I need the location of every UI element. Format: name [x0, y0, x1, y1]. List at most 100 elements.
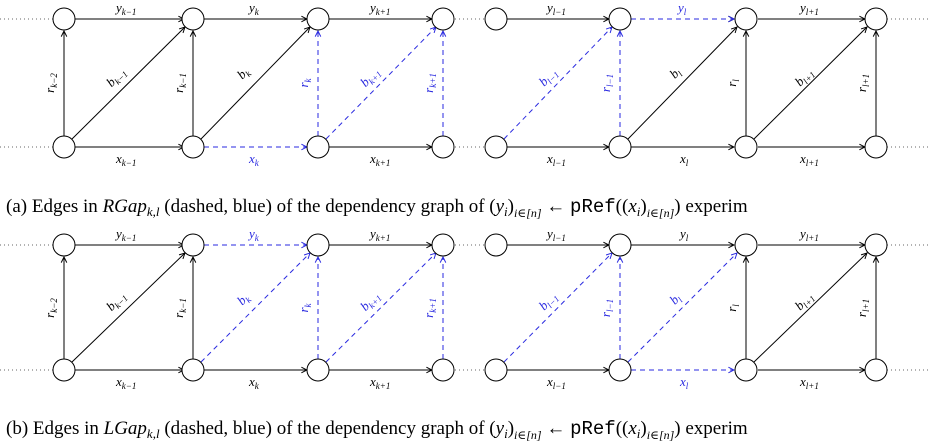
label-x-km1: xk−1 — [115, 374, 136, 391]
node — [431, 135, 455, 159]
label-r-km2: rk−2 — [42, 73, 59, 93]
label-y-km1: yk−1 — [114, 0, 136, 17]
label-y-lm1: yl−1 — [545, 0, 566, 17]
node — [306, 7, 330, 31]
label-x-k: xk — [248, 374, 260, 391]
node — [484, 7, 508, 31]
node — [52, 135, 76, 159]
node — [431, 233, 455, 257]
label-r-km1: rk−1 — [171, 298, 188, 318]
label-r-km1: rk−1 — [171, 73, 188, 93]
node — [181, 358, 205, 382]
caption-b: (b) Edges in LGapk,l (dashed, blue) of t… — [6, 418, 748, 442]
label-x-lm1: xl−1 — [546, 151, 566, 168]
label-b-k-blue: bk — [234, 289, 254, 309]
node — [734, 7, 758, 31]
edge-b-lm1-dashed — [503, 27, 612, 140]
label-b-l: bl — [666, 64, 685, 83]
label-r-lm1-blue: rl−1 — [598, 74, 615, 92]
panel-b: yk−1 yk yk+1 yl−1 yl yl+1 xk−1 xk xk+1 x… — [0, 226, 930, 442]
label-r-kp1-blue: rk+1 — [421, 73, 438, 93]
node — [734, 135, 758, 159]
panel-b-solid-edges — [64, 245, 876, 370]
label-r-l: rl — [724, 304, 741, 312]
caption-a: (a) Edges in RGapk,l (dashed, blue) of t… — [6, 196, 748, 220]
edge-b-l-dashed — [627, 253, 737, 363]
node — [52, 233, 76, 257]
node — [431, 358, 455, 382]
label-x-lp1: xl+1 — [799, 374, 819, 391]
panel-b-dotted-ends — [0, 244, 930, 371]
panel-a-nodes — [52, 7, 888, 159]
label-b-km1: bk−1 — [103, 288, 130, 315]
label-y-kp1: yk+1 — [368, 226, 390, 243]
label-y-km1: yk−1 — [114, 226, 136, 243]
label-y-lp1: yl+1 — [798, 226, 819, 243]
node — [181, 135, 205, 159]
node — [734, 233, 758, 257]
label-r-lm1-blue: rl−1 — [598, 299, 615, 317]
label-x-km1: xk−1 — [115, 151, 136, 168]
edge-b-lp1 — [753, 253, 867, 363]
node — [864, 358, 888, 382]
label-y-lp1: yl+1 — [798, 0, 819, 17]
label-b-kp1-blue: bk+1 — [357, 64, 384, 91]
panel-b-dashed-edges — [200, 245, 737, 370]
label-x-kp1: xk+1 — [369, 374, 390, 391]
edge-b-km1 — [71, 253, 185, 363]
edge-b-lm1-dashed — [503, 253, 612, 363]
label-r-k-blue: rk — [296, 77, 313, 87]
label-x-lm1: xl−1 — [546, 374, 566, 391]
node — [608, 358, 632, 382]
node — [608, 233, 632, 257]
node — [864, 7, 888, 31]
panel-a-labels: yk−1 yk yk+1 yl−1 yl yl+1 xk−1 xk xk+1 x… — [42, 0, 871, 168]
node — [484, 135, 508, 159]
label-b-lm1-blue: bl−1 — [536, 65, 562, 91]
edge-b-km1 — [71, 27, 185, 140]
edge-b-kp1-dashed — [325, 27, 436, 140]
panel-b-nodes — [52, 233, 888, 382]
label-r-lp1: rl+1 — [854, 74, 871, 92]
node — [734, 358, 758, 382]
panel-a: yk−1 yk yk+1 yl−1 yl yl+1 xk−1 xk xk+1 x… — [0, 0, 930, 220]
edge-b-kp1-dashed — [325, 253, 436, 363]
label-r-l: rl — [724, 79, 741, 87]
label-b-k: bk — [234, 63, 254, 83]
edge-b-k — [200, 27, 310, 140]
edge-b-l — [627, 27, 737, 140]
panel-a-dotted-ends — [0, 18, 930, 148]
label-y-k: yk — [247, 0, 260, 17]
node — [306, 233, 330, 257]
label-x-l: xl — [679, 151, 689, 168]
panel-a-dashed-edges — [204, 19, 734, 147]
node — [306, 358, 330, 382]
node — [608, 135, 632, 159]
label-b-lp1: bl+1 — [792, 65, 818, 91]
label-b-lm1-blue: bl−1 — [536, 289, 562, 315]
label-r-kp1-blue: rk+1 — [421, 298, 438, 318]
node — [864, 233, 888, 257]
label-y-k-blue: yk — [247, 226, 260, 243]
label-b-lp1: bl+1 — [792, 289, 818, 315]
label-y-l: yl — [678, 226, 689, 243]
label-x-kp1: xk+1 — [369, 151, 390, 168]
node — [181, 233, 205, 257]
label-b-km1: bk−1 — [103, 64, 130, 91]
label-x-k-blue: xk — [248, 151, 260, 168]
label-b-l-blue: bl — [666, 290, 685, 309]
label-b-kp1-blue: bk+1 — [357, 288, 384, 315]
edge-b-lp1 — [753, 27, 867, 140]
panel-a-solid-edges — [64, 19, 876, 147]
label-r-km2: rk−2 — [42, 298, 59, 318]
node — [864, 135, 888, 159]
label-y-l-blue: yl — [676, 0, 687, 17]
label-y-lm1: yl−1 — [545, 226, 566, 243]
node — [431, 7, 455, 31]
label-x-l-blue: xl — [679, 374, 689, 391]
label-x-lp1: xl+1 — [799, 151, 819, 168]
node — [306, 135, 330, 159]
node — [181, 7, 205, 31]
label-r-lp1: rl+1 — [854, 299, 871, 317]
